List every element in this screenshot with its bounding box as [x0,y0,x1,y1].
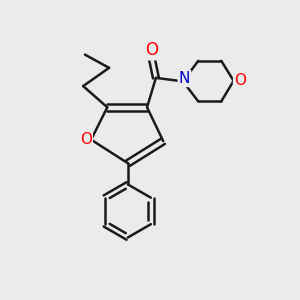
Text: O: O [80,132,92,147]
Text: O: O [234,73,246,88]
Text: N: N [179,71,190,86]
Text: O: O [145,41,158,59]
